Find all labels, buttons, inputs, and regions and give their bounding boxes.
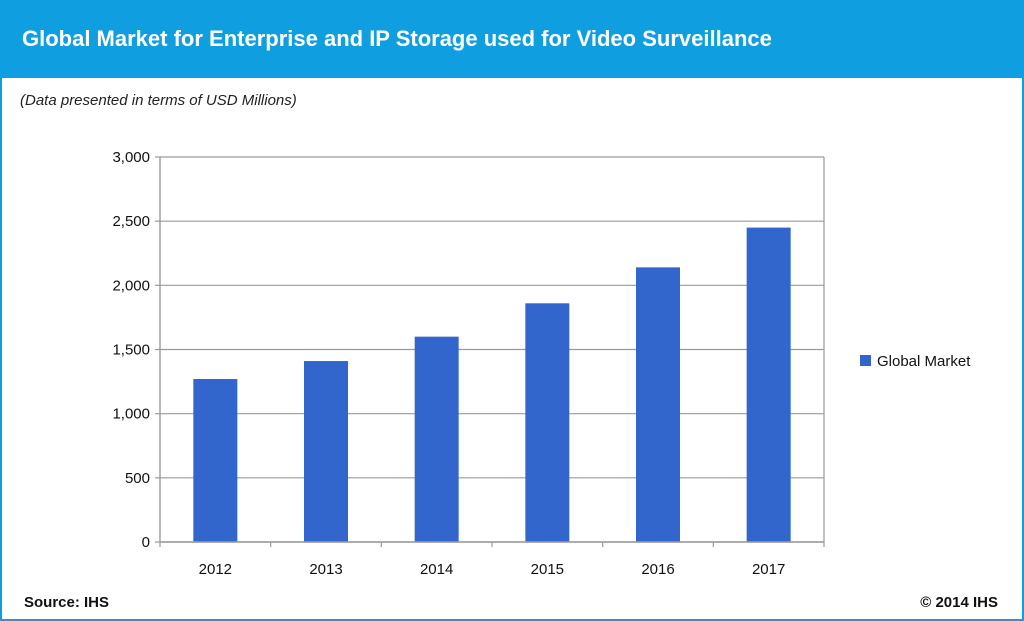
chart-subtitle: (Data presented in terms of USD Millions… <box>20 92 297 109</box>
y-tick-label: 0 <box>142 534 150 551</box>
chart-title: Global Market for Enterprise and IP Stor… <box>22 26 772 51</box>
y-tick-label: 3,000 <box>112 149 150 166</box>
y-tick-label: 2,000 <box>112 277 150 294</box>
bar <box>636 267 680 542</box>
bar <box>193 379 238 542</box>
x-tick-label: 2015 <box>531 561 564 578</box>
legend-label: Global Market <box>877 353 971 370</box>
bar <box>746 227 791 543</box>
y-tick-label: 500 <box>125 470 150 487</box>
bar <box>304 361 348 542</box>
y-tick-label: 2,500 <box>112 213 150 230</box>
x-tick-label: 2013 <box>309 561 342 578</box>
bar <box>414 336 459 542</box>
y-tick-label: 1,500 <box>112 342 150 359</box>
legend-swatch <box>860 355 871 366</box>
header-bar: Global Market for Enterprise and IP Stor… <box>2 2 1022 78</box>
x-tick-label: 2016 <box>641 561 674 578</box>
y-tick-label: 1,000 <box>112 406 150 423</box>
x-tick-label: 2014 <box>420 561 453 578</box>
bar <box>525 303 570 542</box>
x-tick-label: 2012 <box>199 561 232 578</box>
copyright-note: © 2014 IHS <box>920 594 998 611</box>
x-tick-label: 2017 <box>752 561 785 578</box>
source-note: Source: IHS <box>24 594 110 611</box>
